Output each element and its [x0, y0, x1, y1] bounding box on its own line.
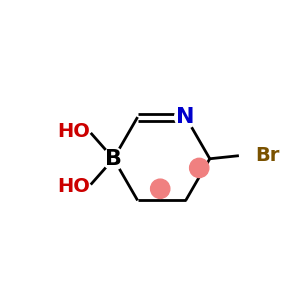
Circle shape: [151, 179, 170, 198]
Circle shape: [175, 106, 197, 128]
Circle shape: [103, 148, 124, 170]
Circle shape: [190, 158, 209, 178]
Text: HO: HO: [57, 122, 90, 140]
Text: HO: HO: [57, 177, 90, 196]
Text: B: B: [105, 149, 122, 169]
Text: Br: Br: [255, 146, 279, 165]
Text: N: N: [176, 107, 195, 127]
